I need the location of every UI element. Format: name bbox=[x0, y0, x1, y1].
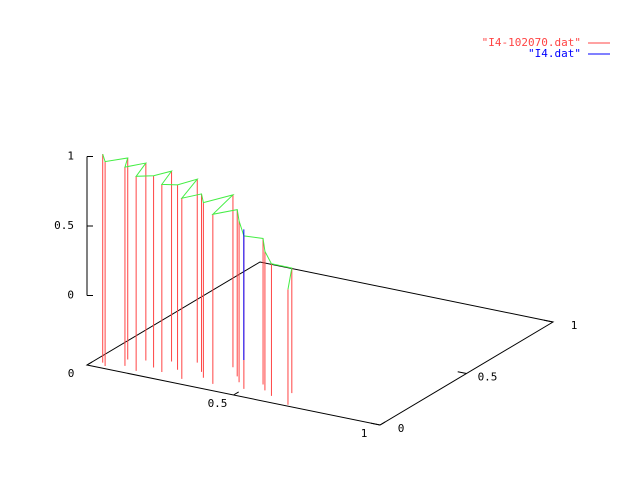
x-tick bbox=[379, 421, 386, 426]
legend-label: "I4-102070.dat" bbox=[482, 36, 581, 49]
x-tick-label: 0.5 bbox=[208, 397, 228, 410]
z-tick-label: 1 bbox=[67, 150, 74, 163]
x-tick bbox=[86, 361, 93, 366]
x-tick-label: 0 bbox=[68, 367, 75, 380]
surface-line bbox=[102, 154, 293, 290]
y-tick-label: 1 bbox=[571, 319, 578, 332]
y-tick bbox=[544, 319, 554, 323]
z-tick-label: 0.5 bbox=[54, 219, 74, 232]
y-tick-label: 0 bbox=[398, 422, 405, 435]
x-tick-label: 1 bbox=[361, 427, 368, 440]
y-tick bbox=[457, 371, 467, 374]
base-plane bbox=[85, 261, 555, 426]
z-tick-label: 0 bbox=[67, 289, 74, 302]
y-tick bbox=[371, 422, 381, 426]
legend-label: "I4.dat" bbox=[528, 47, 581, 60]
x-tick bbox=[233, 391, 239, 396]
y-tick-label: 0.5 bbox=[478, 371, 498, 384]
